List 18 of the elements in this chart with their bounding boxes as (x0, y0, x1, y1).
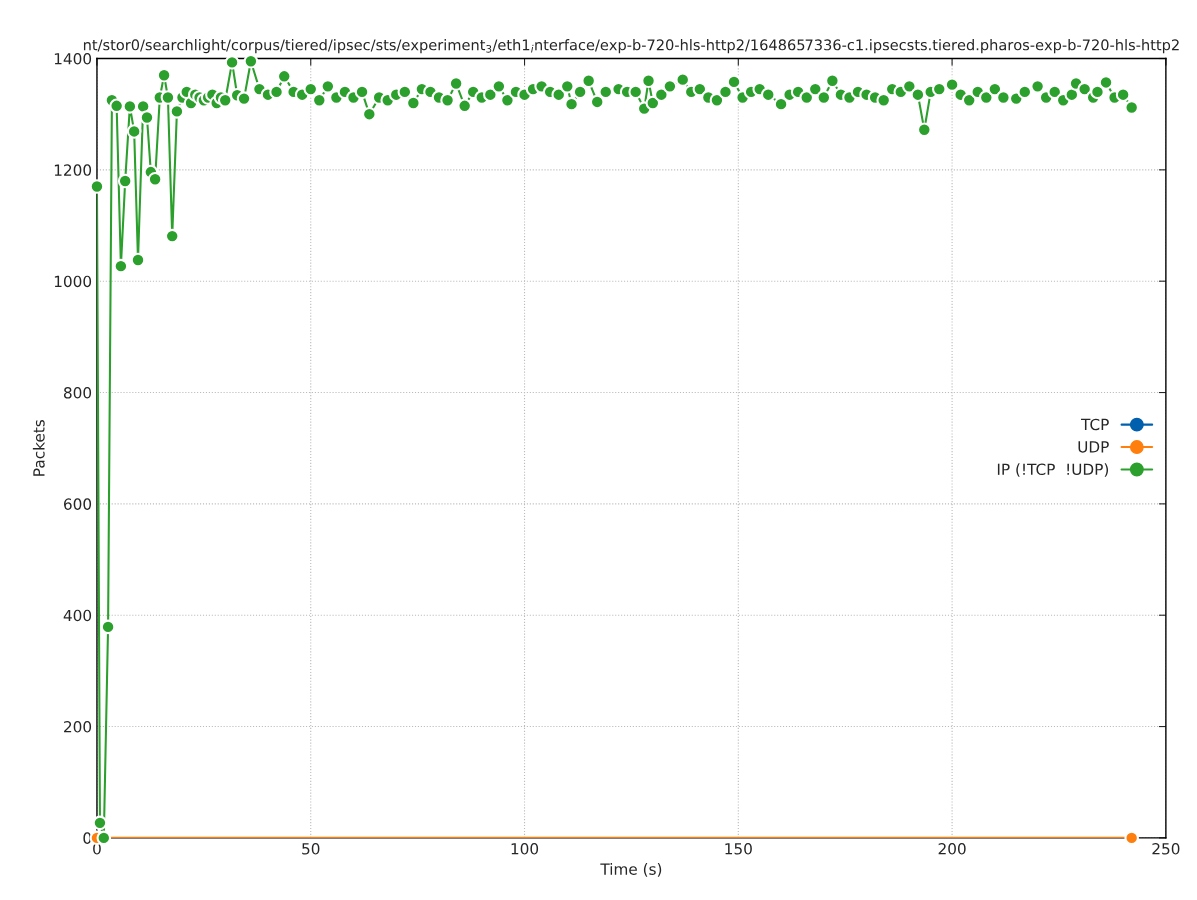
x-tick-label: 50 (302, 843, 320, 855)
legend-label: IP (!TCP !UDP) (997, 463, 1109, 477)
legend-label: TCP (1080, 418, 1109, 431)
x-tick-label: 100 (511, 843, 539, 855)
y-tick-label: 1200 (54, 164, 92, 176)
legend-label: UDP (1078, 441, 1109, 453)
y-tick-label: 400 (63, 609, 92, 622)
x-tick-label: 150 (725, 843, 752, 855)
chart-title: nt/stor0/searchlight/corpus/tiered/ipsec/sts/experiment$_{3}$/eth1$_{i}$nterface/exp-b-720-hls-http2/1648657336-c1.ipsecsts.tiered.pharos-exp-b-720-hls-http2 (83, 39, 1179, 54)
x-tick-label: 200 (938, 843, 966, 855)
x-axis-title: Time (s) (600, 863, 662, 877)
y-tick-label: 1000 (54, 275, 92, 288)
y-tick-label: 1400 (54, 52, 92, 65)
y-tick-label: 800 (63, 386, 92, 399)
y-tick-label: 600 (64, 498, 92, 510)
x-tick-label: 250 (1152, 843, 1180, 855)
y-axis-title: Packets (32, 419, 45, 476)
y-tick-label: 200 (64, 721, 92, 733)
